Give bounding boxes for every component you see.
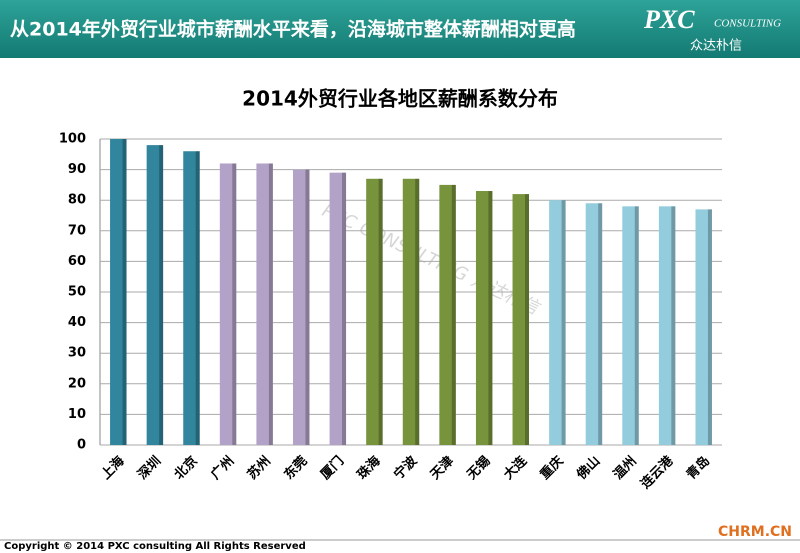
header-band — [0, 0, 800, 58]
y-tick-label: 60 — [68, 254, 86, 269]
bar — [366, 178, 383, 445]
bar-side — [378, 178, 383, 445]
source: CHRM.CN — [718, 524, 792, 540]
bar-side — [671, 206, 676, 445]
bar-side — [707, 209, 712, 445]
y-tick-label: 0 — [77, 438, 86, 453]
y-tick-label: 20 — [68, 376, 86, 391]
x-tick-label: 苏州 — [244, 453, 274, 483]
y-tick-label: 100 — [59, 132, 86, 147]
bar-side — [451, 184, 456, 445]
x-tick-label: 宁波 — [391, 452, 421, 482]
bar — [439, 184, 456, 445]
bar — [329, 172, 347, 445]
y-tick-label: 10 — [68, 407, 86, 422]
bar — [293, 169, 310, 445]
x-tick-label: 北京 — [171, 453, 201, 483]
bar — [512, 194, 529, 445]
x-tick-label: 厦门 — [317, 453, 347, 483]
x-tick-label: 连云港 — [638, 452, 678, 492]
bar-side — [232, 163, 237, 446]
bar-side — [122, 139, 127, 445]
y-tick-label: 90 — [68, 162, 86, 177]
bar — [146, 145, 164, 445]
header-title: 从2014年外贸行业城市薪酬水平来看，沿海城市整体薪酬相对更高 — [10, 18, 576, 41]
logo-sub: CONSULTING — [714, 18, 781, 30]
y-tick-label: 30 — [68, 346, 86, 361]
bar-side — [342, 172, 347, 445]
x-tick-label: 珠海 — [354, 453, 384, 483]
bar — [402, 178, 420, 445]
x-tick-label: 大连 — [500, 452, 530, 482]
x-tick-label: 上海 — [98, 453, 128, 483]
bar-side — [561, 200, 566, 445]
logo-cn: 众达朴信 — [690, 39, 742, 54]
watermark: PXC CONSULTING 众达朴信 — [319, 200, 545, 320]
bar — [219, 163, 237, 446]
bar — [622, 206, 639, 445]
bar-side — [598, 203, 603, 445]
y-tick-label: 40 — [68, 315, 86, 330]
y-tick-label: 80 — [68, 193, 86, 208]
x-tick-label: 重庆 — [537, 453, 567, 483]
x-tick-label: 无锡 — [463, 453, 493, 483]
logo: PXC — [643, 5, 695, 34]
bar — [110, 139, 127, 445]
bar-side — [305, 169, 310, 445]
bar — [183, 151, 200, 446]
bar-side — [488, 191, 493, 445]
x-tick-label: 温州 — [611, 454, 640, 483]
x-tick-label: 佛山 — [573, 453, 603, 483]
bar — [695, 209, 712, 445]
x-tick-label: 深圳 — [134, 453, 164, 483]
copyright: Copyright © 2014 PXC consulting All Righ… — [4, 541, 306, 552]
bar — [475, 191, 493, 445]
bar — [256, 163, 273, 446]
y-tick-label: 50 — [68, 285, 86, 300]
bar — [585, 203, 603, 445]
x-tick-label: 青岛 — [683, 453, 713, 483]
x-tick-label: 天津 — [427, 453, 457, 483]
chart-title: 2014外贸行业各地区薪酬系数分布 — [242, 87, 558, 111]
bar-side — [524, 194, 529, 445]
bar-side — [634, 206, 639, 445]
y-tick-label: 70 — [68, 223, 86, 238]
bar-side — [268, 163, 273, 446]
bar — [658, 206, 676, 445]
bar-side — [195, 151, 200, 446]
bar — [549, 200, 566, 445]
bar-side — [159, 145, 164, 445]
bar-side — [415, 178, 420, 445]
x-tick-label: 东莞 — [281, 453, 311, 483]
x-tick-label: 广州 — [208, 453, 238, 483]
